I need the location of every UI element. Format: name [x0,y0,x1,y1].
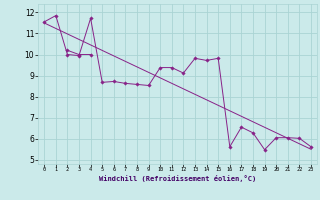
X-axis label: Windchill (Refroidissement éolien,°C): Windchill (Refroidissement éolien,°C) [99,175,256,182]
